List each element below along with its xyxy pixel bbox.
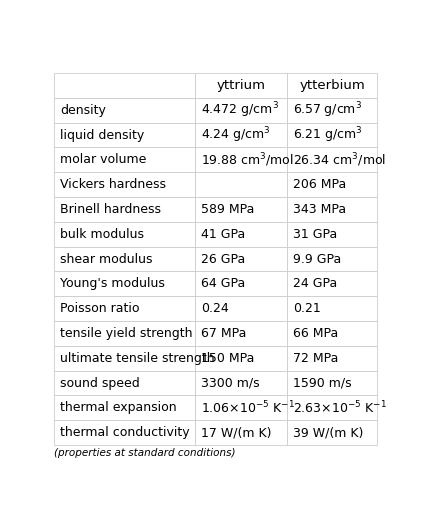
Bar [287,271,377,296]
Text: 3300 m/s: 3300 m/s [201,376,259,390]
Bar [195,321,287,346]
Bar [54,123,195,148]
Text: 24 GPa: 24 GPa [293,277,337,290]
Bar [287,346,377,371]
Text: 4.472 g/cm$^3$: 4.472 g/cm$^3$ [201,100,279,120]
Bar [287,420,377,445]
Bar [195,172,287,197]
Text: ytterbium: ytterbium [299,79,365,92]
Text: thermal expansion: thermal expansion [60,401,177,414]
Bar [54,420,195,445]
Text: 26 GPa: 26 GPa [201,253,245,266]
Text: Vickers hardness: Vickers hardness [60,178,166,191]
Bar [195,346,287,371]
Text: yttrium: yttrium [216,79,265,92]
Text: 589 MPa: 589 MPa [201,203,254,216]
Text: 72 MPa: 72 MPa [293,352,338,365]
Bar [195,197,287,222]
Text: sound speed: sound speed [60,376,140,390]
Text: 17 W/(m K): 17 W/(m K) [201,426,271,439]
Text: 31 GPa: 31 GPa [293,228,337,241]
Text: 0.21: 0.21 [293,302,320,315]
Bar [195,148,287,172]
Text: 67 MPa: 67 MPa [201,327,246,340]
Bar [54,172,195,197]
Bar [54,321,195,346]
Bar [195,222,287,247]
Bar [54,148,195,172]
Text: Brinell hardness: Brinell hardness [60,203,161,216]
Bar [195,123,287,148]
Text: (properties at standard conditions): (properties at standard conditions) [54,448,236,458]
Bar [287,371,377,395]
Bar [54,371,195,395]
Text: 19.88 cm$^3$/mol: 19.88 cm$^3$/mol [201,151,293,169]
Text: thermal conductivity: thermal conductivity [60,426,190,439]
Bar [195,73,287,98]
Bar [54,197,195,222]
Bar [287,222,377,247]
Text: 64 GPa: 64 GPa [201,277,245,290]
Text: density: density [60,104,106,117]
Bar [54,271,195,296]
Text: 150 MPa: 150 MPa [201,352,254,365]
Bar [287,296,377,321]
Text: 39 W/(m K): 39 W/(m K) [293,426,363,439]
Text: 6.57 g/cm$^3$: 6.57 g/cm$^3$ [293,100,362,120]
Text: 4.24 g/cm$^3$: 4.24 g/cm$^3$ [201,125,270,145]
Bar [54,296,195,321]
Text: 343 MPa: 343 MPa [293,203,346,216]
Bar [54,395,195,420]
Text: 26.34 cm$^3$/mol: 26.34 cm$^3$/mol [293,151,386,169]
Bar [54,73,195,98]
Text: 6.21 g/cm$^3$: 6.21 g/cm$^3$ [293,125,362,145]
Bar [195,420,287,445]
Bar [287,148,377,172]
Bar [287,98,377,123]
Bar [195,98,287,123]
Bar [287,247,377,271]
Text: 1590 m/s: 1590 m/s [293,376,351,390]
Text: 206 MPa: 206 MPa [293,178,346,191]
Text: $2.63{\times}10^{-5}$ K$^{-1}$: $2.63{\times}10^{-5}$ K$^{-1}$ [293,400,386,416]
Bar [287,395,377,420]
Text: bulk modulus: bulk modulus [60,228,144,241]
Bar [195,296,287,321]
Text: 0.24: 0.24 [201,302,228,315]
Text: Poisson ratio: Poisson ratio [60,302,140,315]
Text: 9.9 GPa: 9.9 GPa [293,253,341,266]
Bar [54,247,195,271]
Text: ultimate tensile strength: ultimate tensile strength [60,352,215,365]
Bar [287,197,377,222]
Text: $1.06{\times}10^{-5}$ K$^{-1}$: $1.06{\times}10^{-5}$ K$^{-1}$ [201,400,295,416]
Text: tensile yield strength: tensile yield strength [60,327,193,340]
Bar [287,123,377,148]
Bar [195,247,287,271]
Text: shear modulus: shear modulus [60,253,153,266]
Text: molar volume: molar volume [60,153,147,166]
Bar [54,222,195,247]
Bar [54,346,195,371]
Text: 41 GPa: 41 GPa [201,228,245,241]
Bar [287,73,377,98]
Bar [54,98,195,123]
Bar [195,395,287,420]
Bar [287,321,377,346]
Text: 66 MPa: 66 MPa [293,327,338,340]
Bar [287,172,377,197]
Bar [195,271,287,296]
Text: Young's modulus: Young's modulus [60,277,165,290]
Text: liquid density: liquid density [60,129,144,142]
Bar [195,371,287,395]
